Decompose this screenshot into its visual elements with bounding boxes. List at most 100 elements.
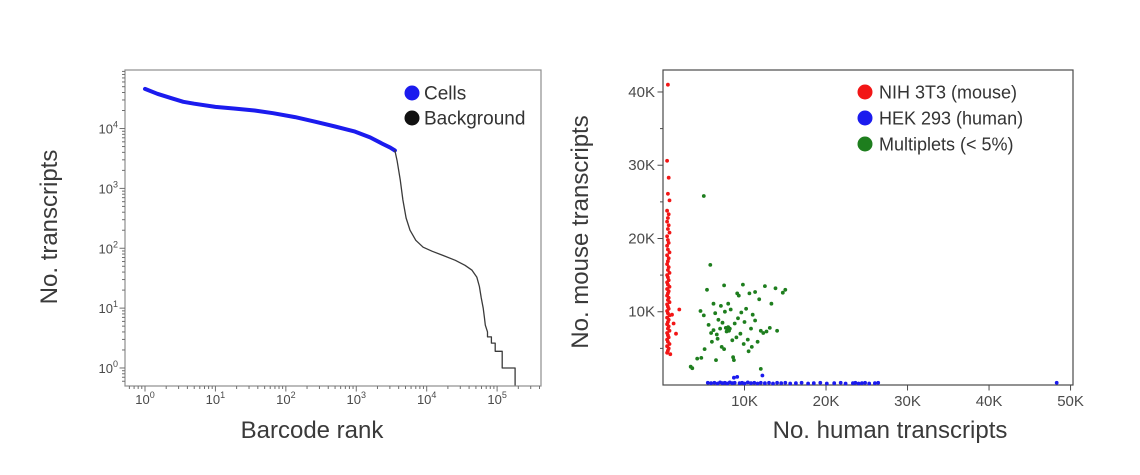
- multiplets-5-point: [736, 316, 740, 321]
- x-tick-label: 101: [206, 390, 225, 407]
- multiplets-5-point: [775, 328, 779, 333]
- nih-3t3-mouse-point: [666, 223, 671, 228]
- hek-293-human-point: [779, 381, 784, 386]
- multiplets-5-point: [713, 311, 718, 316]
- multiplets-5-point: [741, 282, 745, 287]
- hek-293-human-point: [771, 381, 775, 386]
- hek-293-human-point: [705, 380, 710, 385]
- nih-3t3-mouse-legend-dot: [857, 84, 873, 100]
- background-curve: [394, 149, 516, 386]
- nih-3t3-mouse-point: [674, 331, 678, 336]
- multiplets-5-point: [738, 331, 743, 336]
- y-tick-label: 40K: [628, 84, 655, 101]
- hek-293-human-point: [867, 381, 872, 386]
- multiplets-5-point: [731, 355, 735, 360]
- multiplets-5-point: [739, 310, 744, 315]
- nih-3t3-mouse-point: [667, 342, 672, 346]
- species-mixing-plot: 10K 20K 30K 40K 50K 10K 20K 30K 40K No. human tra…: [567, 69, 1084, 444]
- x-tick-label: 10K: [731, 393, 758, 410]
- nih-3t3-mouse-point: [667, 271, 672, 275]
- nih-3t3-mouse-point: [666, 216, 670, 220]
- cells-curve: [143, 86, 397, 153]
- nih-3t3-mouse-point: [665, 208, 669, 213]
- hek-293-human-point: [763, 381, 767, 386]
- nih-3t3-mouse-point: [666, 241, 671, 245]
- hek-293-human-point: [873, 381, 877, 386]
- hek-293-human-point: [794, 381, 798, 386]
- multiplets-5-point: [764, 329, 769, 334]
- nih-3t3-mouse-point: [665, 158, 669, 163]
- nih-3t3-mouse-point: [677, 307, 682, 312]
- x-tick-label: 100: [135, 390, 154, 407]
- hek-293-human-point: [1054, 380, 1059, 385]
- hek-293-human-point: [799, 380, 804, 385]
- multiplets-5-point: [746, 349, 751, 354]
- hek-293-human-point: [752, 380, 757, 385]
- multiplets-5-point: [741, 342, 746, 346]
- x-tick-label: 105: [487, 390, 506, 407]
- hek-293-human-point: [783, 380, 788, 385]
- hek-293-human-point: [806, 381, 810, 386]
- multiplets-5-point: [688, 364, 693, 369]
- nih-3t3-mouse-point: [665, 262, 669, 266]
- hek-293-human-point: [709, 381, 713, 386]
- x-tick-label: 40K: [976, 393, 1003, 410]
- hek-293-human-points: [705, 373, 1059, 386]
- nih-3t3-mouse-point: [667, 230, 672, 235]
- hek-293-human-point: [758, 380, 763, 385]
- nih-3t3-mouse-point: [666, 175, 671, 180]
- x-tick-label: 30K: [894, 393, 921, 410]
- nih-3t3-mouse-point: [666, 238, 670, 242]
- y-tick-label: 104: [99, 120, 118, 137]
- legend-label: Multiplets (< 5%): [879, 134, 1014, 154]
- nih-3t3-mouse-point: [667, 300, 672, 305]
- multiplets-5-point: [718, 326, 722, 331]
- nih-3t3-mouse-point: [670, 312, 674, 317]
- hek-293-human-point: [742, 381, 747, 386]
- legend-label: HEK 293 (human): [879, 108, 1023, 128]
- hek-293-human-point: [767, 380, 771, 385]
- multiplets-5-point: [722, 283, 726, 288]
- multiplets-5-point: [709, 331, 713, 335]
- multiplets-5-legend-dot: [857, 136, 873, 152]
- y-tick-label: 101: [99, 299, 118, 316]
- nih-3t3-mouse-point: [665, 350, 669, 355]
- multiplets-5-point: [708, 263, 713, 267]
- nih-3t3-mouse-point: [666, 247, 670, 252]
- nih-3t3-mouse-point: [667, 284, 672, 289]
- multiplets-5-point: [761, 331, 766, 335]
- hek-293-human-point: [832, 381, 837, 386]
- y-axis-label: No. mouse transcripts: [570, 115, 594, 348]
- nih-3t3-mouse-point: [668, 352, 673, 357]
- hek-293-human-point: [876, 380, 881, 385]
- nih-3t3-mouse-point: [671, 321, 676, 326]
- hek-293-human-point: [818, 380, 823, 385]
- multiplets-5-point: [732, 321, 737, 326]
- hek-293-human-point: [838, 380, 843, 385]
- species-mixing-tick-labels: 10K 20K 30K 40K 50K 10K 20K 30K 40K: [628, 84, 1084, 410]
- multiplets-5-point: [727, 326, 732, 331]
- nih-3t3-mouse-point: [666, 212, 671, 217]
- multiplets-5-point: [753, 318, 757, 323]
- hek-293-human-point: [745, 380, 750, 385]
- hek-293-human-point: [732, 375, 736, 380]
- nih-3t3-mouse-point: [666, 275, 670, 280]
- y-tick-label: 20K: [628, 230, 655, 247]
- hek-293-human-point: [712, 380, 717, 385]
- multiplets-5-point: [769, 301, 774, 306]
- multiplets-5-point: [714, 358, 718, 362]
- nih-3t3-mouse-point: [666, 268, 670, 272]
- multiplets-5-point: [734, 335, 739, 340]
- multiplets-5-point: [750, 312, 755, 317]
- hek-293-human-point: [811, 381, 816, 386]
- multiplets-5-point: [749, 345, 754, 349]
- nih-3t3-mouse-point: [665, 219, 669, 224]
- y-tick-label: 103: [99, 179, 118, 196]
- multiplets-5-point: [710, 339, 714, 344]
- nih-3t3-mouse-point: [666, 227, 670, 231]
- y-tick-label: 102: [99, 239, 118, 256]
- multiplets-5-point: [744, 306, 748, 311]
- cells-legend-dot: [404, 85, 420, 101]
- x-axis-label: Barcode rank: [241, 417, 385, 444]
- species-mixing-chart: 10K 20K 30K 40K 50K 10K 20K 30K 40K No. human tra…: [567, 0, 1140, 475]
